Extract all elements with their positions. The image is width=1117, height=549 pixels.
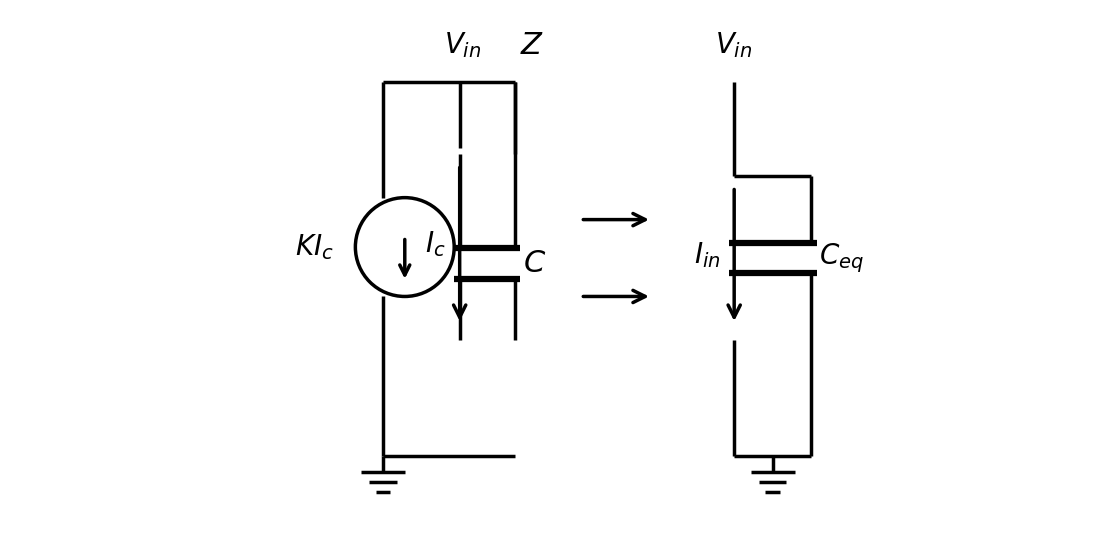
Text: $Z$: $Z$ (521, 31, 544, 60)
Text: $V_{in}$: $V_{in}$ (445, 31, 481, 60)
Text: $C$: $C$ (523, 249, 546, 278)
Text: $C_{eq}$: $C_{eq}$ (819, 241, 865, 275)
Text: $KI_c$: $KI_c$ (295, 232, 333, 262)
Text: $V_{in}$: $V_{in}$ (716, 31, 753, 60)
Text: $I_{in}$: $I_{in}$ (694, 240, 720, 270)
Text: $I_c$: $I_c$ (426, 229, 446, 259)
